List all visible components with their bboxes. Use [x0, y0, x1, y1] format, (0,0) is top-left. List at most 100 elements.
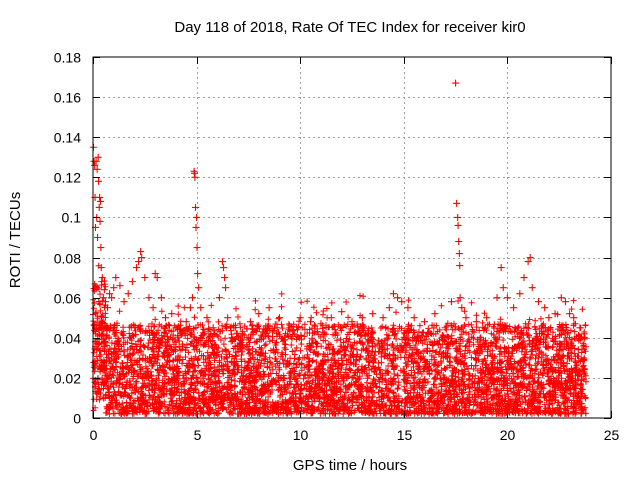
- data-point: [265, 304, 273, 312]
- data-point: [195, 284, 203, 292]
- dense-point-band: [90, 262, 589, 417]
- data-point: [394, 294, 402, 302]
- data-point: [454, 221, 462, 229]
- data-point: [197, 304, 205, 312]
- data-point: [153, 274, 161, 282]
- data-point: [410, 314, 418, 322]
- y-tick-label: 0.02: [54, 371, 81, 387]
- data-point: [580, 330, 588, 338]
- data-point: [499, 284, 507, 292]
- data-point: [93, 165, 101, 173]
- plot-frame: [92, 56, 612, 419]
- data-point: [421, 318, 429, 326]
- data-point: [182, 318, 190, 326]
- x-tick-label: 0: [90, 427, 98, 443]
- data-point: [178, 330, 186, 338]
- data-point: [193, 213, 201, 221]
- data-point: [358, 314, 366, 322]
- data-point: [576, 324, 584, 332]
- data-point: [137, 248, 145, 256]
- data-point: [338, 308, 346, 316]
- data-point: [385, 304, 393, 312]
- data-point: [493, 294, 501, 302]
- data-point: [510, 304, 518, 312]
- data-point: [454, 213, 462, 221]
- data-point: [106, 290, 114, 298]
- data-point: [307, 318, 315, 326]
- data-point: [379, 314, 387, 322]
- data-point: [91, 161, 99, 169]
- data-point: [203, 314, 211, 322]
- data-point: [120, 298, 128, 306]
- x-axis: 0 5 10 15 20 25: [90, 57, 620, 443]
- data-point: [369, 310, 377, 318]
- data-point: [149, 304, 157, 312]
- x-tick-label: 20: [500, 427, 516, 443]
- data-point: [453, 199, 461, 207]
- y-tick-label: 0.16: [54, 90, 81, 106]
- data-point: [95, 177, 103, 185]
- data-point: [520, 274, 528, 282]
- data-point: [570, 314, 578, 322]
- data-point: [138, 254, 146, 262]
- data-point: [97, 264, 105, 272]
- y-tick-label: 0.12: [54, 170, 81, 186]
- data-point: [215, 294, 223, 302]
- data-point: [133, 264, 141, 272]
- data-point: [209, 324, 217, 332]
- data-point: [238, 330, 246, 338]
- data-point: [455, 238, 463, 246]
- data-point: [128, 278, 136, 286]
- data-point: [327, 314, 335, 322]
- data-point: [528, 284, 536, 292]
- data-point: [151, 270, 159, 278]
- data-point: [219, 258, 226, 266]
- data-point: [101, 298, 109, 306]
- data-point: [275, 314, 283, 322]
- data-point: [97, 244, 105, 252]
- y-tick-label: 0.1: [62, 210, 82, 226]
- data-point: [141, 274, 149, 282]
- data-point: [94, 153, 102, 161]
- data-point: [92, 157, 100, 165]
- chart-title: Day 118 of 2018, Rate Of TEC Index for r…: [174, 19, 525, 36]
- data-point: [246, 318, 254, 326]
- data-point: [557, 294, 565, 302]
- data-point: [124, 290, 132, 298]
- data-point: [541, 304, 549, 312]
- data-point: [96, 217, 104, 225]
- data-point: [193, 244, 201, 252]
- data-point: [94, 234, 102, 241]
- x-tick-label: 25: [604, 427, 620, 443]
- data-point: [456, 294, 464, 302]
- data-point: [145, 294, 153, 302]
- data-point: [188, 294, 196, 302]
- data-point: [221, 274, 229, 282]
- y-tick-label: 0.14: [54, 130, 81, 146]
- data-point: [100, 286, 108, 294]
- data-point: [456, 262, 464, 270]
- data-point: [98, 274, 106, 282]
- data-point: [524, 258, 532, 266]
- y-tick-label: 0.04: [54, 331, 81, 347]
- data-point: [168, 310, 176, 318]
- data-point: [108, 294, 116, 302]
- data-point: [191, 173, 199, 181]
- y-tick-label: 0.06: [54, 291, 81, 307]
- data-point: [95, 203, 103, 211]
- data-point: [96, 197, 104, 205]
- data-point: [566, 310, 574, 318]
- data-point: [398, 298, 406, 306]
- data-point: [96, 193, 104, 201]
- data-point: [561, 298, 569, 306]
- data-point: [230, 324, 238, 332]
- data-point: [404, 304, 412, 312]
- data-point: [286, 324, 294, 332]
- data-point: [172, 324, 180, 332]
- y-axis-label: ROTI / TECUs: [7, 192, 24, 288]
- y-tick-label: 0.08: [54, 251, 81, 267]
- data-point: [135, 258, 143, 266]
- data-point: [545, 314, 553, 322]
- data-point: [186, 304, 194, 312]
